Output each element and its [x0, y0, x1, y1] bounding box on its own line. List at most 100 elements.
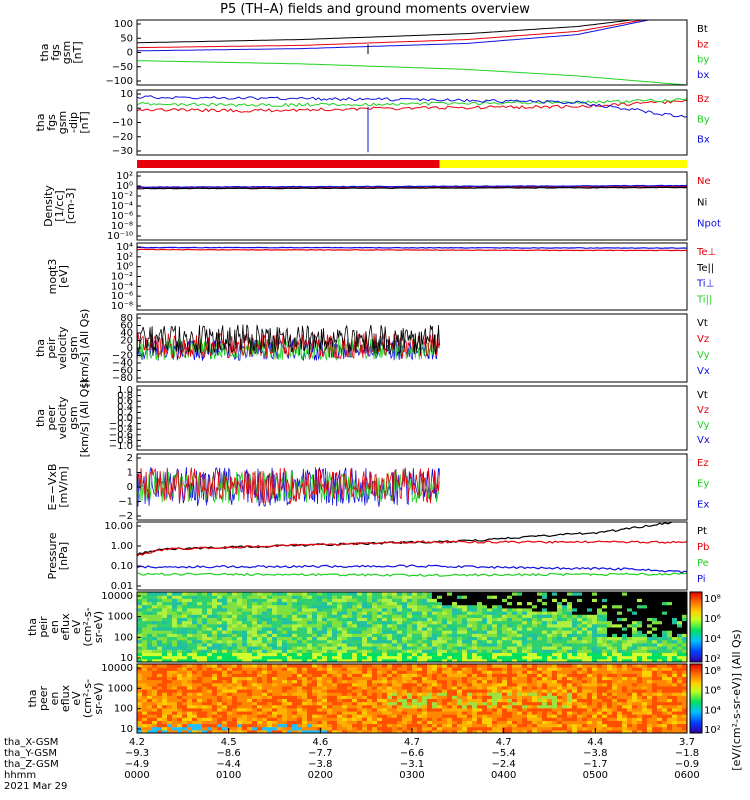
x-tick-label: 4.7: [404, 737, 420, 748]
x-tick-label: −7.7: [308, 748, 332, 759]
y-tick-label: 10⁻⁶: [111, 211, 133, 222]
y-axis-label: [nPa]: [57, 542, 70, 570]
x-tick-label: 0000: [124, 770, 149, 781]
y-tick-label: −1: [118, 497, 133, 508]
y-tick-label: 10⁻⁴: [111, 281, 133, 292]
legend-vx: Vx: [697, 435, 710, 446]
y-tick-label: 10²: [116, 252, 133, 263]
y-axis-label: [km/s] (All Qs): [78, 309, 91, 388]
y-tick-label: −0.8: [109, 435, 133, 446]
y-axis-label: peer: [37, 686, 50, 712]
x-tick-label: 4.5: [221, 737, 237, 748]
y-tick-label: 10000: [101, 591, 133, 602]
legend-vz: Vz: [697, 405, 709, 416]
x-tick-label: 0400: [491, 770, 516, 781]
y-axis-label: [km/s] (All Qs): [78, 379, 91, 458]
series-bz: [137, 20, 687, 49]
legend-bx: bx: [697, 70, 709, 81]
x-tick-label: −8.6: [217, 748, 241, 759]
y-axis-label: sr-eV): [92, 682, 105, 714]
series-bx: [137, 95, 687, 118]
legend-ey: Ey: [697, 479, 709, 490]
legend-vz: Vz: [697, 334, 709, 345]
panel-density: [136, 171, 688, 241]
y-tick-label: −0.6: [109, 430, 133, 441]
panel-pressure: [136, 521, 688, 591]
x-row-label: hhmm: [4, 770, 36, 781]
panel-peer_velocity: [136, 385, 688, 451]
y-tick-label: 0.6: [117, 396, 133, 407]
y-tick-label: −50: [112, 62, 133, 73]
x-tick-label: −9.3: [125, 748, 149, 759]
y-axis-label: peir: [45, 337, 58, 359]
y-tick-label: 0: [127, 343, 133, 354]
panel-frame: [136, 242, 688, 311]
x-tick-label: −4.9: [125, 759, 149, 770]
y-axis-label: [nT]: [71, 41, 84, 63]
x-tick-label: 4.7: [496, 737, 512, 748]
series-Pb: [137, 540, 687, 557]
y-tick-label: 10.00: [104, 521, 133, 532]
x-tick-label: −3.1: [400, 759, 424, 770]
x-tick-label: −0.9: [675, 759, 699, 770]
y-axis-label: peir: [37, 616, 50, 638]
y-tick-label: 50: [120, 33, 133, 44]
y-tick-label: 0.01: [111, 581, 133, 592]
y-axis-label: tha: [38, 43, 51, 61]
series-red: [137, 467, 440, 505]
legend-ex: Ex: [697, 499, 709, 510]
y-tick-label: 1.00: [111, 541, 133, 552]
series-by: [137, 97, 687, 108]
y-axis-label: peer: [45, 405, 58, 431]
y-axis-label: E=−VxB: [46, 464, 59, 511]
y-tick-label: 1: [127, 468, 133, 479]
legend-vt: Vt: [697, 318, 708, 329]
y-tick-label: 10⁻⁴: [111, 201, 133, 212]
legend-bx: Bx: [697, 135, 710, 146]
x-tick-label: 0500: [583, 770, 608, 781]
colorbar-tick-label: 10⁴: [704, 634, 721, 645]
panel-efield: [136, 453, 688, 521]
y-tick-label: 60: [120, 321, 133, 332]
legend-by: by: [697, 55, 709, 66]
y-tick-label: −100: [106, 76, 133, 87]
colorbar-tick-label: 10²: [704, 725, 721, 736]
legend-pt: Pt: [697, 526, 707, 537]
panel-frame: [136, 521, 688, 591]
y-tick-label: −40: [112, 358, 133, 369]
y-axis-label: fgs: [49, 44, 62, 61]
x-row-label: tha_X-GSM: [4, 737, 58, 748]
series-Pt: [137, 522, 680, 556]
legend-ni: Ni: [697, 197, 707, 208]
series-green: [137, 469, 440, 504]
y-tick-label: 0: [127, 48, 133, 59]
y-axis-label: en: [48, 620, 61, 634]
x-tick-label: −3.8: [583, 748, 607, 759]
y-axis-label: moqt3: [46, 259, 59, 295]
y-tick-label: −1.0: [109, 441, 133, 452]
legend-ne: Ne: [697, 176, 711, 187]
y-axis-label: (cm²-s-: [81, 679, 94, 718]
y-axis-label: [cm-3]: [64, 188, 77, 224]
legend-vy: Vy: [697, 420, 710, 431]
y-tick-label: −20: [112, 351, 133, 362]
x-row-label: tha_Z-GSM: [4, 759, 59, 770]
colorbar: [689, 591, 703, 663]
y-tick-label: 2: [127, 453, 133, 464]
series-bt: [137, 20, 687, 44]
y-tick-label: −20: [112, 132, 133, 143]
y-axis-label: gsm: [60, 41, 73, 64]
y-tick-label: 10⁴: [116, 242, 133, 253]
y-axis-label: -dip: [67, 112, 80, 133]
y-tick-label: 10⁻⁶: [111, 291, 133, 302]
colorbar-tick-label: 10⁶: [704, 686, 721, 697]
y-tick-label: −30: [112, 146, 133, 157]
colorbar: [689, 663, 703, 734]
date-label: 2021 Mar 29: [4, 781, 67, 792]
y-axis-label: eV: [70, 691, 83, 706]
page-title: P5 (TH–A) fields and ground moments over…: [220, 2, 530, 17]
series-Ti⊥: [137, 246, 687, 249]
panel-mode_bar: [137, 160, 687, 168]
y-tick-label: 100: [114, 19, 133, 30]
